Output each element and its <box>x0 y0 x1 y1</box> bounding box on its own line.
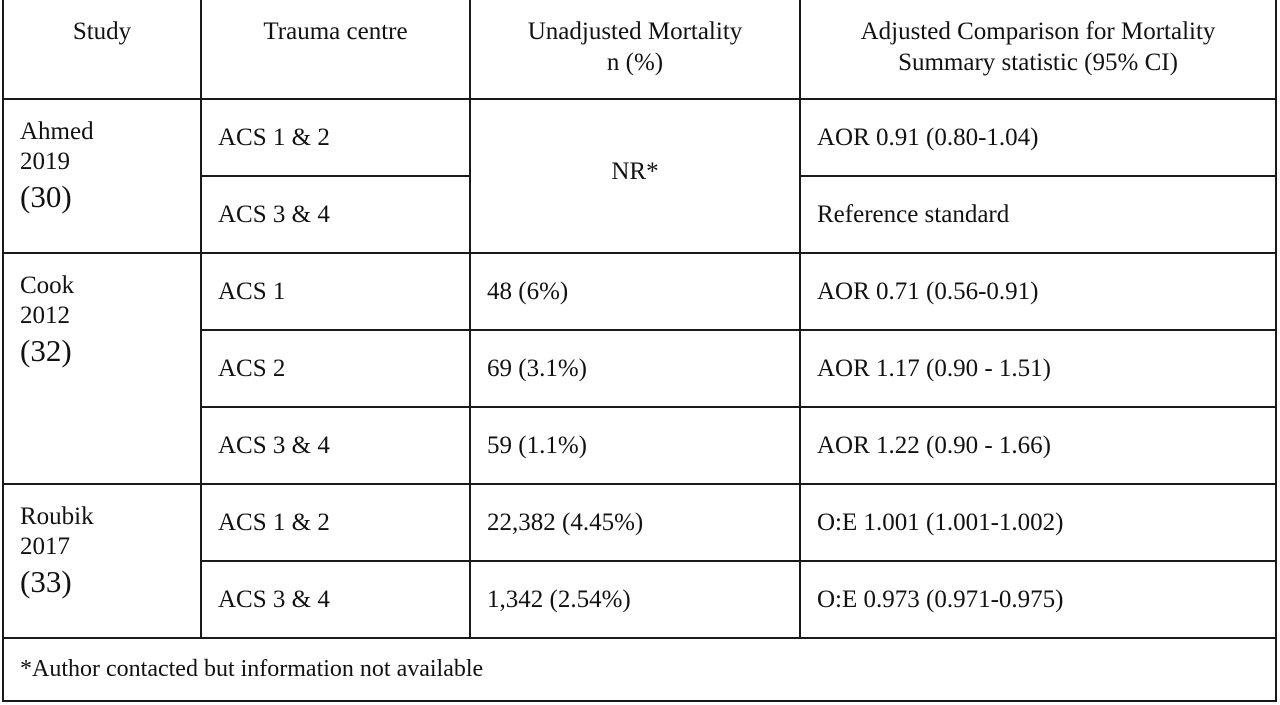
unadjusted-mortality-cell: NR* <box>469 98 801 254</box>
adjusted-comparison-cell: AOR 1.22 (0.90 - 1.66) <box>799 406 1277 485</box>
unadjusted-mortality-cell: 69 (3.1%) <box>469 329 801 408</box>
unadjusted-mortality-cell: 22,382 (4.45%) <box>469 483 801 562</box>
header-study: Study <box>2 0 202 100</box>
study-name: Cook <box>20 272 75 299</box>
unadjusted-mortality-cell: 59 (1.1%) <box>469 406 801 485</box>
header-trauma-centre: Trauma centre <box>200 0 471 100</box>
header-unadjusted-line2: n (%) <box>606 49 664 76</box>
trauma-centre-cell: ACS 3 & 4 <box>200 560 471 639</box>
table-row: ACS 3 & 4 Reference standard <box>3 175 1277 254</box>
table-row: ACS 3 & 4 1,342 (2.54%) O:E 0.973 (0.971… <box>3 560 1277 639</box>
table-row: ACS 2 69 (3.1%) AOR 1.17 (0.90 - 1.51) <box>3 329 1277 408</box>
study-cell-roubik: Roubik 2017 (33) <box>2 483 202 639</box>
study-reference: (32) <box>20 333 72 368</box>
adjusted-comparison-cell: AOR 1.17 (0.90 - 1.51) <box>799 329 1277 408</box>
adjusted-comparison-cell: O:E 1.001 (1.001-1.002) <box>799 483 1277 562</box>
study-reference: (33) <box>20 564 72 599</box>
study-year: 2012 <box>20 302 70 329</box>
footnote: *Author contacted but information not av… <box>2 637 1277 702</box>
table-row: Ahmed 2019 (30) ACS 1 & 2 NR* AOR 0.91 (… <box>2 98 1277 254</box>
trauma-centre-cell: ACS 2 <box>200 329 471 408</box>
header-adjusted-line2: Summary statistic (95% CI) <box>898 49 1178 76</box>
adjusted-comparison-cell: O:E 0.973 (0.971-0.975) <box>799 560 1277 639</box>
header-unadjusted-line1: Unadjusted Mortality <box>527 18 743 45</box>
adjusted-comparison-cell: AOR 0.71 (0.56-0.91) <box>799 252 1277 331</box>
trauma-centre-cell: ACS 1 & 2 <box>200 98 471 177</box>
study-year: 2017 <box>20 533 70 560</box>
footnote-row: *Author contacted but information not av… <box>2 637 1277 702</box>
study-reference: (30) <box>20 179 72 214</box>
header-adjusted-line1: Adjusted Comparison for Mortality <box>860 18 1216 45</box>
study-year: 2019 <box>20 148 70 175</box>
unadjusted-mortality-cell: 1,342 (2.54%) <box>469 560 801 639</box>
header-unadjusted-mortality: Unadjusted Mortality n (%) <box>469 0 801 100</box>
adjusted-comparison-cell: AOR 0.91 (0.80-1.04) <box>799 98 1277 177</box>
trauma-centre-cell: ACS 3 & 4 <box>200 175 471 254</box>
header-row: Study Trauma centre Unadjusted Mortality… <box>2 0 1277 100</box>
table-row: ACS 3 & 4 59 (1.1%) AOR 1.22 (0.90 - 1.6… <box>3 406 1277 485</box>
study-cell-ahmed: Ahmed 2019 (30) <box>2 98 202 254</box>
header-adjusted-comparison: Adjusted Comparison for Mortality Summar… <box>799 0 1277 100</box>
study-name: Roubik <box>20 503 94 530</box>
trauma-centre-cell: ACS 1 & 2 <box>200 483 471 562</box>
study-name: Ahmed <box>20 118 94 145</box>
unadjusted-mortality-cell: 48 (6%) <box>469 252 801 331</box>
table-row: Roubik 2017 (33) ACS 1 & 2 22,382 (4.45%… <box>2 483 1277 639</box>
trauma-centre-cell: ACS 1 <box>200 252 471 331</box>
table-row: Cook 2012 (32) ACS 1 48 (6%) AOR 0.71 (0… <box>2 252 1277 485</box>
study-cell-cook: Cook 2012 (32) <box>2 252 202 485</box>
adjusted-comparison-cell: Reference standard <box>799 175 1277 254</box>
trauma-centre-cell: ACS 3 & 4 <box>200 406 471 485</box>
